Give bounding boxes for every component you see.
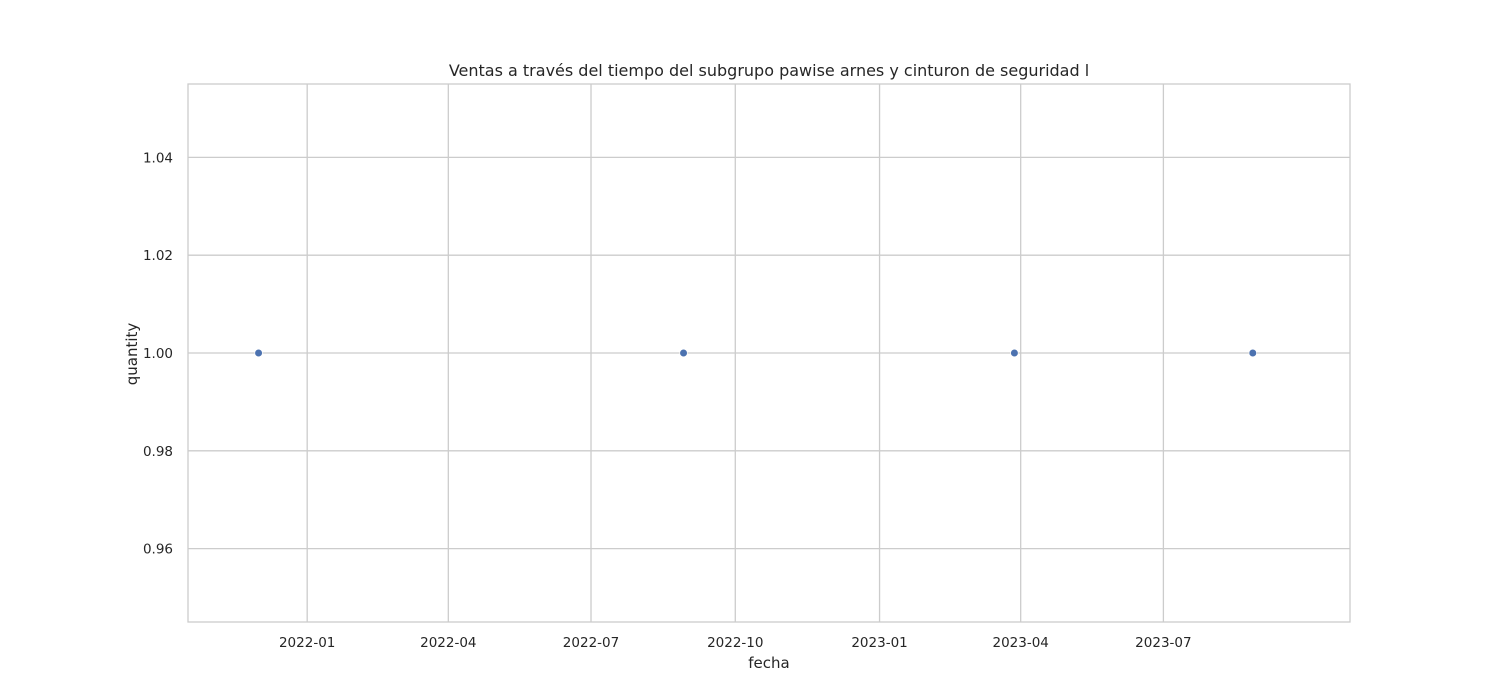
x-axis-label: fecha [748, 654, 789, 672]
x-tick-labels: 2022-01 2022-04 2022-07 2022-10 2023-01 2023-… [279, 635, 1192, 651]
y-gridlines [188, 156, 1350, 550]
x-tick-label: 2022-04 [420, 635, 476, 651]
x-tick-label: 2022-10 [707, 635, 763, 651]
data-point [679, 348, 688, 358]
y-tick-label: 0.98 [143, 444, 173, 460]
x-tick-label: 2023-04 [992, 635, 1048, 651]
x-tick-label: 2023-07 [1135, 635, 1191, 651]
x-tick-label: 2023-01 [851, 635, 907, 651]
chart-title: Ventas a través del tiempo del subgrupo … [449, 61, 1089, 80]
y-tick-label: 0.96 [143, 542, 173, 558]
y-tick-label: 1.02 [143, 248, 173, 264]
data-point [254, 348, 263, 358]
y-axis-label: quantity [123, 323, 141, 386]
y-tick-label: 1.00 [143, 346, 173, 362]
x-tick-label: 2022-01 [279, 635, 335, 651]
data-points [254, 348, 1257, 358]
x-tick-label: 2022-07 [563, 635, 619, 651]
y-tick-label: 1.04 [143, 150, 173, 166]
plot-area-border [187, 83, 1351, 623]
y-tick-labels: 0.96 0.98 1.00 1.02 1.04 [143, 150, 173, 557]
data-point [1248, 348, 1257, 358]
data-point [1010, 348, 1019, 358]
